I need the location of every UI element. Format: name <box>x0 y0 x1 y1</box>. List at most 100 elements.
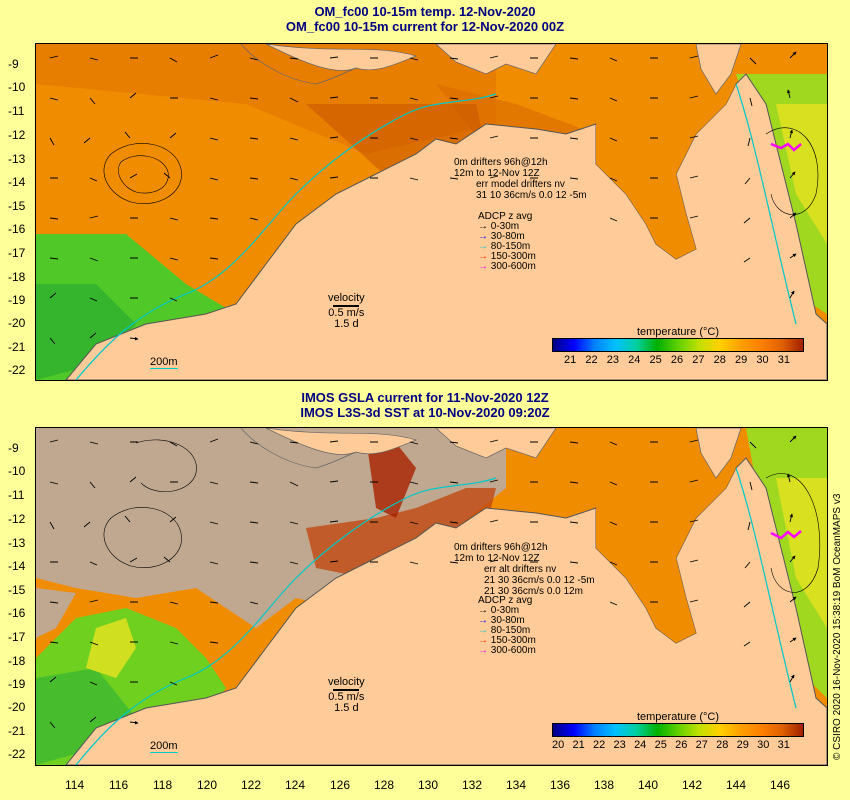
colorbar-tick: 24 <box>628 354 641 366</box>
colorbar-tick: 23 <box>606 354 619 366</box>
longitude-label: 122 <box>241 778 262 792</box>
adcp-item: → 80-150m <box>478 241 531 252</box>
longitude-label: 124 <box>285 778 306 792</box>
longitude-label: 134 <box>506 778 527 792</box>
latitude-label: -12 <box>8 128 26 142</box>
bottom-title-line2: IMOS L3S-3d SST at 10-Nov-2020 09:20Z <box>300 405 550 420</box>
legend-line: 12m to 12-Nov 12Z <box>454 553 540 564</box>
bottom-drifter-legend: 0m drifters 96h@12h 12m to 12-Nov 12Z er… <box>454 542 595 597</box>
colorbar-tick: 28 <box>713 354 726 366</box>
velocity-arrows <box>49 52 796 345</box>
velocity-scale-value: 0.5 m/s <box>328 691 365 703</box>
latitude-label: -15 <box>8 583 26 597</box>
latitude-label: -20 <box>8 316 26 330</box>
colorbar-tick: 21 <box>572 739 585 751</box>
colorbar-tick: 31 <box>777 739 790 751</box>
colorbar-tick: 25 <box>649 354 662 366</box>
legend-line: err model drifters nv <box>476 179 565 190</box>
isobath-200m-line <box>75 477 497 765</box>
velocity-label: velocity <box>328 292 365 304</box>
latitude-label: -13 <box>8 152 26 166</box>
colorbar-tick: 24 <box>634 739 647 751</box>
longitude-label: 142 <box>682 778 703 792</box>
bottom-adcp-legend: ADCP z avg → 0-30m → 30-80m → 80-150m → … <box>478 596 536 656</box>
eddy-streamline <box>103 507 182 568</box>
bottom-isobath-label: 200m <box>150 740 178 753</box>
latitude-label: -17 <box>8 246 26 260</box>
colorbar-tick: 20 <box>552 739 565 751</box>
latitude-label: -18 <box>8 270 26 284</box>
colorbar-tick: 28 <box>716 739 729 751</box>
latitude-label: -11 <box>8 488 25 502</box>
colorbar-tick: 29 <box>736 739 749 751</box>
adcp-item: → 150-300m <box>478 635 536 646</box>
drifter-track <box>770 530 802 540</box>
longitude-label: 128 <box>374 778 395 792</box>
latitude-label: -20 <box>8 700 26 714</box>
velocity-scale-value: 0.5 m/s <box>328 307 365 319</box>
longitude-label: 116 <box>109 778 129 792</box>
latitude-label: -13 <box>8 536 26 550</box>
colorbar-tick: 27 <box>692 354 705 366</box>
latitude-label: -22 <box>8 747 26 761</box>
velocity-arrow <box>333 689 360 691</box>
latitude-label: -9 <box>8 57 19 71</box>
adcp-item: → 0-30m <box>478 221 520 232</box>
latitude-label: -19 <box>8 293 26 307</box>
colorbar-tick: 21 <box>564 354 577 366</box>
colorbar-ticks: 20 21 22 23 24 25 26 27 28 29 30 31 <box>552 737 804 751</box>
colorbar-tick: 25 <box>654 739 667 751</box>
colorbar-tick: 22 <box>585 354 598 366</box>
top-drifter-legend: 0m drifters 96h@12h 12m to 12-Nov 12Z er… <box>454 157 587 201</box>
colorbar-tick: 22 <box>593 739 606 751</box>
colorbar-tick: 23 <box>613 739 626 751</box>
top-colorbar: temperature (°C) 21 22 23 24 25 26 27 28… <box>552 326 804 366</box>
longitude-label: 120 <box>197 778 218 792</box>
adcp-item: → 150-300m <box>478 251 536 262</box>
longitude-label: 144 <box>726 778 747 792</box>
latitude-label: -14 <box>8 175 26 189</box>
latitude-label: -11 <box>8 104 25 118</box>
latitude-label: -9 <box>8 441 19 455</box>
legend-line: 21 30 36cm/s 0.0 12m <box>484 586 583 597</box>
legend-line: 12m to 12-Nov 12Z <box>454 168 540 179</box>
latitude-label: -17 <box>8 630 26 644</box>
adcp-title: ADCP z avg <box>478 211 533 222</box>
latitude-label: -16 <box>8 222 26 236</box>
longitude-label: 140 <box>638 778 659 792</box>
longitude-label: 126 <box>330 778 351 792</box>
adcp-item: → 30-80m <box>478 231 525 242</box>
longitude-label: 146 <box>770 778 791 792</box>
colorbar-tick: 30 <box>757 739 770 751</box>
adcp-item: → 300-600m <box>478 261 536 272</box>
longitude-label: 130 <box>418 778 439 792</box>
bottom-velocity-scale: velocity 0.5 m/s 1.5 d <box>328 677 365 714</box>
colorbar-tick: 29 <box>735 354 748 366</box>
top-map-panel <box>35 43 828 381</box>
top-velocity-scale: velocity 0.5 m/s 1.5 d <box>328 293 365 330</box>
colorbar-tick: 30 <box>756 354 769 366</box>
colorbar-tick: 26 <box>675 739 688 751</box>
velocity-label: velocity <box>328 676 365 688</box>
latitude-label: -12 <box>8 512 26 526</box>
colorbar-tick: 26 <box>670 354 684 366</box>
top-isobath-label: 200m <box>150 356 178 369</box>
longitude-label: 132 <box>462 778 483 792</box>
eddy-streamline <box>103 143 182 204</box>
velocity-arrow <box>333 305 360 307</box>
latitude-label: -10 <box>8 464 26 478</box>
adcp-title: ADCP z avg <box>478 595 533 606</box>
top-title-line2: OM_fc00 10-15m current for 12-Nov-2020 0… <box>285 19 565 34</box>
velocity-time: 1.5 d <box>334 702 359 714</box>
legend-line: err alt drifters nv <box>484 564 557 575</box>
longitude-label: 118 <box>153 778 173 792</box>
colorbar-title: temperature (°C) <box>636 326 720 338</box>
bottom-title-line1: IMOS GSLA current for 11-Nov-2020 12Z <box>301 390 549 405</box>
latitude-label: -22 <box>8 363 26 377</box>
adcp-item: → 300-600m <box>478 645 536 656</box>
latitude-label: -10 <box>8 80 26 94</box>
longitude-label: 138 <box>594 778 615 792</box>
bottom-colorbar: temperature (°C) 20 21 22 23 24 25 26 27… <box>552 711 804 751</box>
latitude-label: -15 <box>8 199 26 213</box>
longitude-label: 114 <box>65 778 85 792</box>
